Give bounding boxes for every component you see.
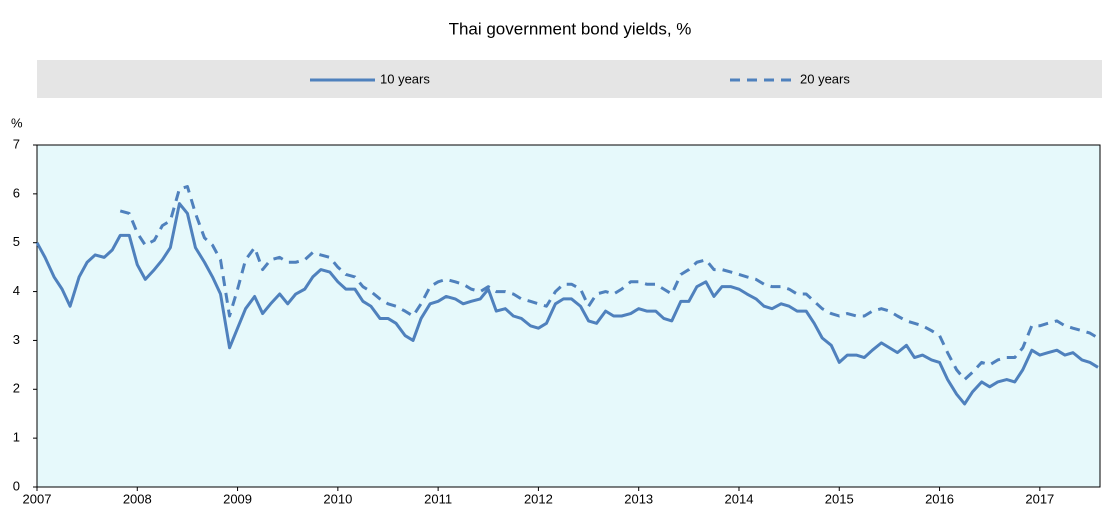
legend-label: 20 years xyxy=(800,71,850,86)
x-tick-label: 2017 xyxy=(1025,491,1054,506)
x-tick-label: 2010 xyxy=(323,491,352,506)
y-unit: % xyxy=(11,115,23,130)
plot-frame xyxy=(36,144,1101,488)
x-tick-label: 2008 xyxy=(123,491,152,506)
y-tick-label: 6 xyxy=(13,185,20,200)
y-tick-label: 3 xyxy=(13,332,20,347)
x-tick-label: 2007 xyxy=(23,491,52,506)
legend-background xyxy=(37,60,1102,98)
x-tick-label: 2011 xyxy=(424,491,452,506)
x-tick-label: 2014 xyxy=(725,491,754,506)
x-tick-label: 2015 xyxy=(825,491,854,506)
chart-title: Thai government bond yields, % xyxy=(449,19,692,38)
x-tick-label: 2016 xyxy=(925,491,954,506)
legend-label: 10 years xyxy=(380,71,430,86)
x-tick-label: 2009 xyxy=(223,491,252,506)
y-tick-label: 1 xyxy=(13,430,20,445)
y-tick-label: 4 xyxy=(13,283,20,298)
y-tick-label: 2 xyxy=(13,381,20,396)
series-line xyxy=(35,202,1099,406)
y-tick-label: 0 xyxy=(13,478,20,493)
x-tick-label: 2012 xyxy=(524,491,553,506)
x-tick-label: 2013 xyxy=(624,491,653,506)
y-tick-label: 5 xyxy=(13,234,20,249)
y-tick-label: 7 xyxy=(13,136,20,151)
plot-area xyxy=(37,145,1100,487)
